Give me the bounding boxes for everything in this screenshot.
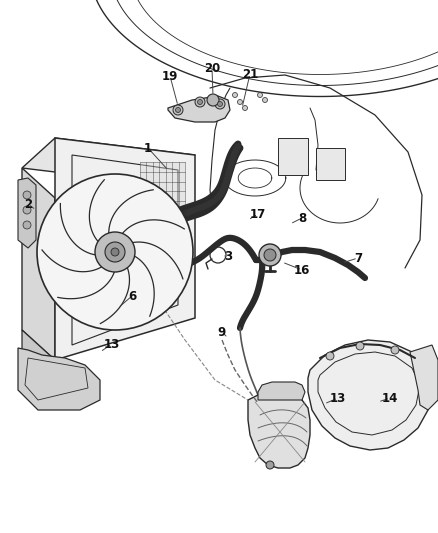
Text: 21: 21 [242, 68, 258, 80]
Circle shape [262, 98, 268, 102]
Circle shape [391, 346, 399, 354]
Circle shape [195, 97, 205, 107]
Text: 3: 3 [224, 249, 232, 262]
Polygon shape [248, 392, 310, 468]
Text: 6: 6 [128, 289, 136, 303]
Circle shape [23, 221, 31, 229]
Circle shape [105, 242, 125, 262]
Circle shape [23, 191, 31, 199]
Circle shape [356, 342, 364, 350]
Polygon shape [168, 96, 230, 122]
Circle shape [326, 352, 334, 360]
Circle shape [218, 101, 223, 107]
Text: 17: 17 [250, 207, 266, 221]
Polygon shape [55, 138, 195, 360]
Circle shape [207, 94, 219, 106]
Polygon shape [22, 138, 195, 185]
Text: 13: 13 [104, 337, 120, 351]
Polygon shape [278, 138, 308, 175]
Circle shape [233, 93, 237, 98]
Text: 13: 13 [330, 392, 346, 405]
Polygon shape [22, 330, 55, 390]
Polygon shape [258, 382, 305, 400]
Circle shape [23, 206, 31, 214]
Circle shape [258, 93, 262, 98]
Circle shape [259, 244, 281, 266]
Circle shape [173, 105, 183, 115]
Polygon shape [410, 345, 438, 410]
Text: 20: 20 [204, 61, 220, 75]
Circle shape [95, 232, 135, 272]
Text: 2: 2 [24, 198, 32, 211]
Circle shape [243, 106, 247, 110]
Circle shape [237, 100, 243, 104]
Polygon shape [18, 178, 36, 248]
Circle shape [198, 100, 202, 104]
Text: 8: 8 [298, 212, 306, 224]
Circle shape [266, 461, 274, 469]
Text: 9: 9 [218, 326, 226, 338]
Circle shape [264, 249, 276, 261]
Polygon shape [18, 348, 100, 410]
Polygon shape [308, 340, 432, 450]
Text: 14: 14 [382, 392, 398, 405]
Circle shape [111, 248, 119, 256]
Polygon shape [22, 168, 55, 360]
Circle shape [215, 99, 225, 109]
Polygon shape [316, 148, 345, 180]
Text: 19: 19 [162, 69, 178, 83]
Text: 7: 7 [354, 252, 362, 264]
Polygon shape [140, 162, 185, 250]
Circle shape [37, 174, 193, 330]
Circle shape [176, 108, 180, 112]
Text: 16: 16 [294, 263, 310, 277]
Text: 1: 1 [144, 141, 152, 155]
